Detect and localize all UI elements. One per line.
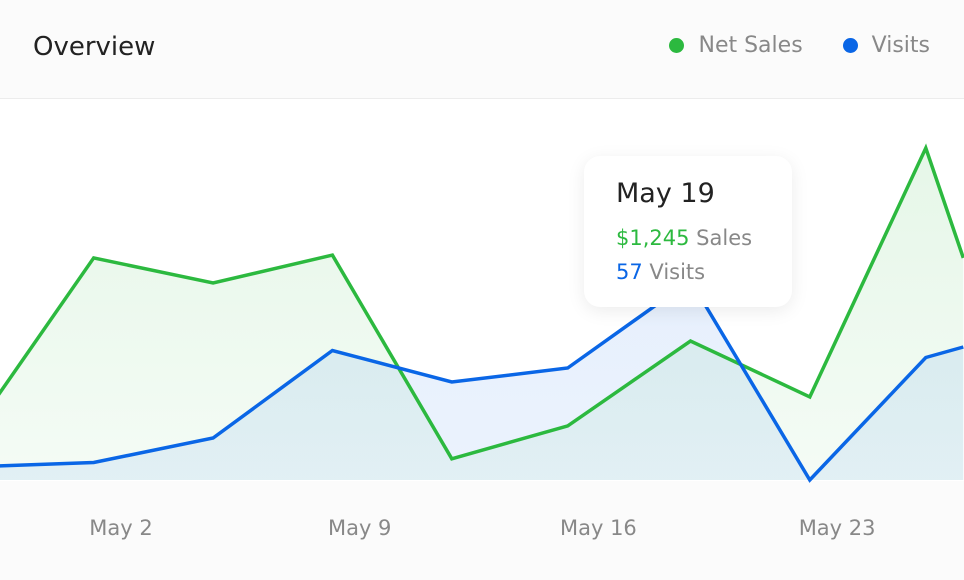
x-tick-label: May 16 xyxy=(560,516,637,540)
x-axis-band xyxy=(0,481,964,580)
legend: Net Sales Visits xyxy=(669,33,930,58)
tooltip-sales-value: $1,245 xyxy=(616,226,690,250)
green-dot-icon xyxy=(669,38,685,53)
tooltip: May 19 $1,245 Sales 57 Visits xyxy=(584,156,792,307)
tooltip-visits-label: Visits xyxy=(649,260,706,284)
tooltip-visits-value: 57 xyxy=(616,260,643,284)
x-tick-label: May 9 xyxy=(328,516,391,540)
tooltip-date: May 19 xyxy=(616,178,715,209)
legend-item-net-sales[interactable]: Net Sales xyxy=(669,33,803,58)
legend-label: Net Sales xyxy=(698,33,803,58)
tooltip-visits-row: 57 Visits xyxy=(616,255,760,289)
chart-header: Overview Net Sales Visits xyxy=(0,0,964,99)
chart-title: Overview xyxy=(33,32,156,62)
legend-item-visits[interactable]: Visits xyxy=(842,33,930,58)
x-tick-label: May 23 xyxy=(799,516,876,540)
x-tick-label: May 2 xyxy=(89,516,152,540)
legend-label: Visits xyxy=(871,33,930,58)
line-net-sales[interactable] xyxy=(0,143,964,461)
tooltip-sales-label: Sales xyxy=(696,226,753,250)
area-visits xyxy=(0,280,964,480)
line-visits[interactable] xyxy=(0,277,964,483)
blue-dot-icon xyxy=(842,38,858,53)
tooltip-sales-row: $1,245 Sales xyxy=(616,221,760,255)
